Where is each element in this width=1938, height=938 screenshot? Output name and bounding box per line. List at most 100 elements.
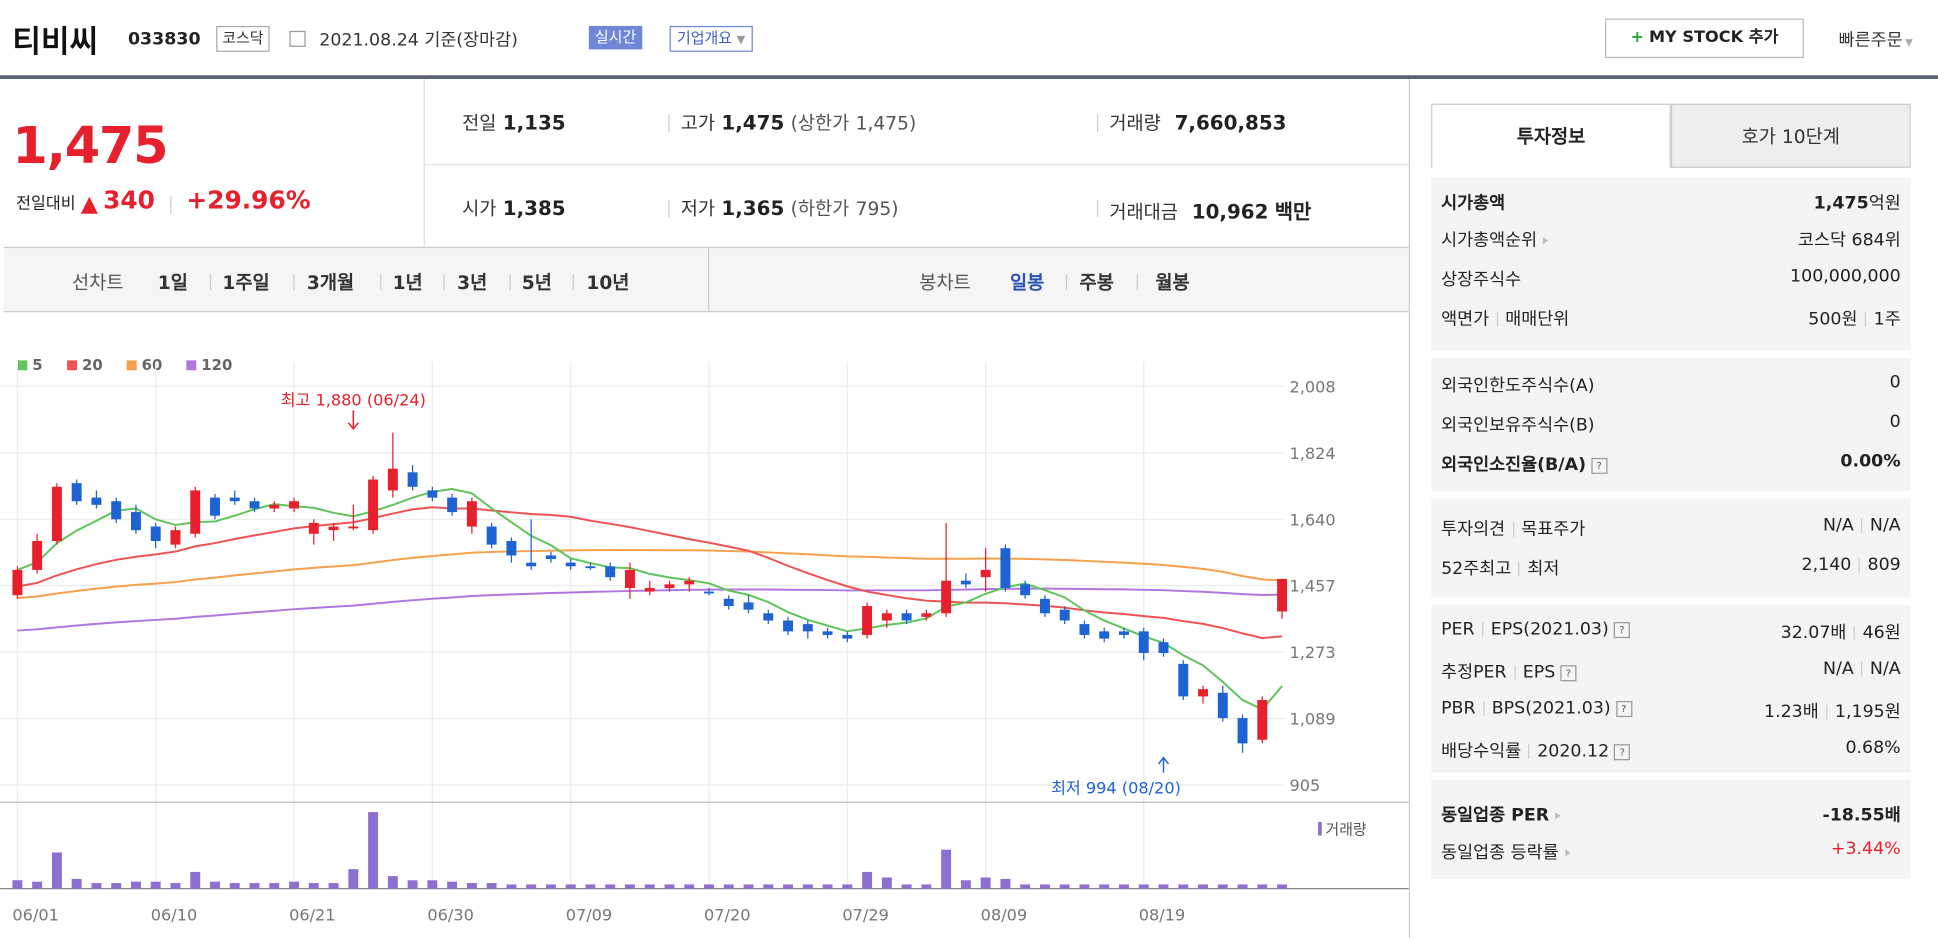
separator [1482,622,1484,637]
period-tab-1w[interactable]: 1주일 [222,271,270,294]
candle-body [1079,624,1090,635]
volume-bar [1217,884,1228,889]
candle-tab-daily[interactable]: 일봉 [1009,271,1045,294]
calendar-icon [289,30,306,47]
volume-bar [684,884,695,889]
section-foreign [1431,357,1911,492]
row-52week: 52주최고 최저 2,140 809 [1441,555,1901,580]
period-tab-10y[interactable]: 10년 [586,271,630,294]
volume-bar [822,884,833,889]
volume-bar [881,877,892,889]
period-tab-5y[interactable]: 5년 [521,271,552,294]
separator [293,273,295,291]
company-overview-dropdown[interactable]: 기업개요 ▼ [669,25,753,52]
candle-body [130,512,141,531]
y-tick-label: 1,273 [1290,643,1336,662]
candle-body [71,483,82,502]
per-value: 32.07배 [1780,623,1847,644]
volume-bar [150,881,161,889]
candle-body [1237,718,1248,744]
candle-body [802,624,813,632]
legend-label-60: 60 [142,356,163,374]
candle-body [368,479,379,531]
candle-body [684,580,695,585]
tab-orderbook[interactable]: 호가 10단계 [1670,103,1911,168]
row-industry-per[interactable]: 동일업종 PER -18.55배 [1441,802,1901,827]
low-value: 1,365 [721,196,785,220]
volume-bar [269,883,280,889]
mcap-number: 1,475 [1813,193,1869,214]
candle-body [1099,631,1110,639]
candle-body [150,526,161,541]
candle-tab-monthly[interactable]: 월봉 [1155,271,1190,294]
candle-body [447,497,458,513]
add-mystock-button[interactable]: + MY STOCK 추가 [1605,18,1804,59]
candle-body [229,497,240,502]
period-tab-1d[interactable]: 1일 [157,271,188,294]
separator [170,195,172,213]
volume-bar [1138,884,1149,889]
legend-swatch-20 [67,360,78,371]
candle-body [960,580,971,585]
help-icon[interactable]: ? [1560,664,1577,681]
separator [1858,557,1861,573]
volume-bar [249,883,260,889]
separator [1528,744,1530,760]
row-shares: 상장주식수 100,000,000 [1441,267,1901,292]
opinion-value: N/A [1822,515,1854,536]
industry-change-label: 동일업종 등락률 [1441,842,1559,863]
volume-bar [1000,878,1011,889]
volume-bar [526,884,537,889]
opinion-values: N/A N/A [1823,516,1901,536]
quick-order-dropdown[interactable]: 빠른주문 ▼ [1839,27,1913,52]
volume-bar [960,880,971,889]
candle-body [605,566,616,578]
row-industry-change[interactable]: 동일업종 등락률 +3.44% [1441,839,1901,864]
volume-bar [210,881,220,889]
period-tab-1y[interactable]: 1년 [392,271,423,294]
separator [1826,704,1828,720]
volume-bar [190,871,201,889]
separator [1861,518,1863,534]
x-tick-label: 08/09 [981,906,1027,925]
candle-body [190,490,201,534]
separator [1861,661,1863,677]
ma-line-20 [17,506,1283,640]
chart-annotations: 최고 1,880 (06/24) 최저 994 (08/20) [281,390,1181,797]
candle-body [1000,548,1011,588]
help-icon[interactable]: ? [1613,621,1630,638]
help-icon[interactable]: ? [1614,743,1631,760]
header-divider [0,75,1938,79]
price-stats-grid [423,78,1410,247]
x-tick-label: 07/20 [704,906,750,925]
stock-header: 티비씨 033830 코스닥 2021.08.24 기준(장마감) 실시간 기업… [0,0,1938,77]
upper-limit-value: 1,475) [855,112,917,135]
w52-low-value: 809 [1867,555,1901,576]
volume-bar [1079,884,1090,889]
volume-bar [1059,884,1070,889]
period-tab-3m[interactable]: 3개월 [306,271,355,294]
volume-bar [980,877,991,889]
volume-bar [130,881,141,889]
row-mcap-rank[interactable]: 시가총액순위 코스닥 684위 [1441,227,1901,252]
candle-body [1138,631,1149,654]
panel-divider [1408,78,1411,938]
candle-tab-weekly[interactable]: 주봉 [1079,271,1114,294]
period-tab-3y[interactable]: 3년 [457,271,488,294]
separator [1096,114,1099,133]
candle-chart-label: 봉차트 [919,271,971,294]
candle-body [1039,598,1050,614]
face-label: 액면가 [1441,309,1490,330]
help-icon[interactable]: ? [1591,457,1608,474]
volume-bar [71,878,82,889]
help-icon[interactable]: ? [1615,700,1632,717]
prev-value: 1,135 [502,111,566,135]
volume-bar [941,849,952,889]
realtime-button[interactable]: 실시간 [588,25,643,50]
x-tick-label: 08/19 [1139,906,1185,925]
volume-bar [1158,884,1169,889]
chart-grid [0,361,1409,890]
tab-invest-info[interactable]: 투자정보 [1431,103,1671,168]
candle-body [941,580,952,614]
candle-body [1257,700,1268,740]
